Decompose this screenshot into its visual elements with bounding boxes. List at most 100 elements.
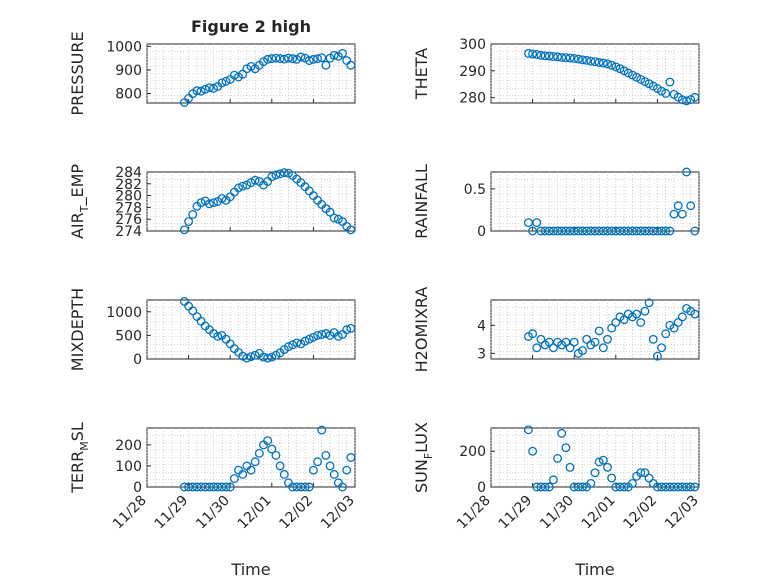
data-point: [184, 482, 194, 492]
data-point: [192, 86, 202, 96]
data-point: [329, 469, 339, 479]
data-point: [275, 461, 285, 471]
data-point: [188, 306, 198, 316]
data-point: [325, 207, 335, 217]
y-axis-label-subscript: T: [78, 205, 91, 213]
data-point: [523, 218, 533, 228]
y-axis-label-main: MIXDEPTH: [68, 288, 87, 371]
y-tick-label: 276: [115, 212, 142, 228]
x-axis-label-right: Time: [574, 560, 614, 579]
data-point: [528, 446, 538, 456]
y-tick-label: 3: [477, 346, 486, 362]
data-point: [179, 225, 189, 235]
data-point: [623, 68, 633, 78]
data-point: [686, 482, 696, 492]
data-point: [275, 169, 285, 179]
data-point: [283, 53, 293, 63]
data-point: [665, 482, 675, 492]
y-tick-label: 0: [133, 352, 142, 368]
data-point: [204, 199, 214, 209]
data-point: [275, 54, 285, 64]
data-point: [209, 83, 219, 93]
data-point: [669, 482, 679, 492]
data-point: [690, 482, 700, 492]
data-point: [652, 482, 662, 492]
data-point: [690, 92, 700, 102]
data-point: [288, 340, 298, 350]
y-tick-label: 800: [115, 87, 142, 103]
data-point: [586, 478, 596, 488]
data-point: [565, 226, 575, 236]
subplot-6: 3 4 H2OMIXRA: [412, 287, 700, 372]
data-point: [532, 343, 542, 353]
data-point: [329, 213, 339, 223]
data-point: [636, 226, 646, 236]
data-point: [557, 226, 567, 236]
y-tick-label: 0.5: [464, 182, 486, 198]
data-point: [640, 77, 650, 86]
data-point: [217, 78, 227, 88]
y-tick-label: 280: [115, 189, 142, 205]
plot-area: [490, 43, 700, 104]
data-point: [304, 334, 314, 344]
y-tick-label: 1000: [106, 305, 142, 321]
data-point: [246, 465, 256, 475]
data-point: [578, 55, 587, 65]
subplot-4: 0 0.5 RAINFALL: [412, 164, 700, 240]
y-axis-label-main: TERR: [68, 451, 87, 494]
data-point: [603, 226, 612, 236]
data-point: [657, 226, 667, 236]
data-point: [657, 343, 667, 353]
data-point: [623, 226, 633, 236]
data-point: [557, 428, 567, 438]
data-point: [267, 444, 277, 454]
data-point: [690, 309, 700, 319]
data-point: [308, 54, 318, 64]
x-tick-label: 12/03: [662, 493, 702, 533]
data-point: [561, 443, 571, 453]
data-point: [598, 343, 608, 353]
data-point: [292, 338, 302, 348]
data-point: [325, 461, 335, 471]
data-point: [279, 469, 289, 479]
data-point: [259, 352, 268, 362]
data-point: [532, 482, 542, 492]
y-axis-label-tail: SL: [68, 422, 87, 441]
data-point: [603, 334, 612, 344]
data-point: [229, 474, 239, 484]
data-point: [582, 55, 592, 65]
y-tick-label: 290: [459, 64, 486, 80]
data-point: [594, 326, 604, 336]
data-point: [548, 343, 558, 353]
data-point: [204, 482, 214, 492]
data-point: [636, 318, 646, 327]
data-point: [304, 56, 314, 65]
data-point: [296, 52, 306, 62]
data-point: [234, 183, 243, 193]
data-point: [598, 226, 608, 236]
y-tick-label: 0: [477, 480, 486, 496]
data-point: [263, 353, 273, 363]
data-point: [548, 226, 558, 236]
data-point: [179, 482, 189, 492]
y-tick-label: 300: [459, 37, 486, 53]
data-point: [338, 482, 347, 492]
data-point: [673, 201, 683, 211]
data-point: [665, 226, 675, 236]
data-point: [652, 226, 662, 236]
x-tick-label: 11/29: [152, 493, 192, 533]
data-point: [209, 198, 219, 208]
data-point: [313, 330, 323, 340]
data-point: [553, 52, 563, 62]
data-point: [673, 482, 683, 492]
y-tick-label: 274: [115, 224, 142, 240]
data-point: [578, 346, 587, 356]
y-axis-label-tail: LUX: [412, 422, 431, 453]
x-tick-label: 12/02: [276, 493, 316, 533]
data-point: [342, 465, 352, 475]
data-point: [313, 457, 323, 467]
data-point: [594, 58, 604, 67]
data-point: [632, 72, 642, 82]
y-axis-label: PRESSURE: [68, 31, 87, 115]
